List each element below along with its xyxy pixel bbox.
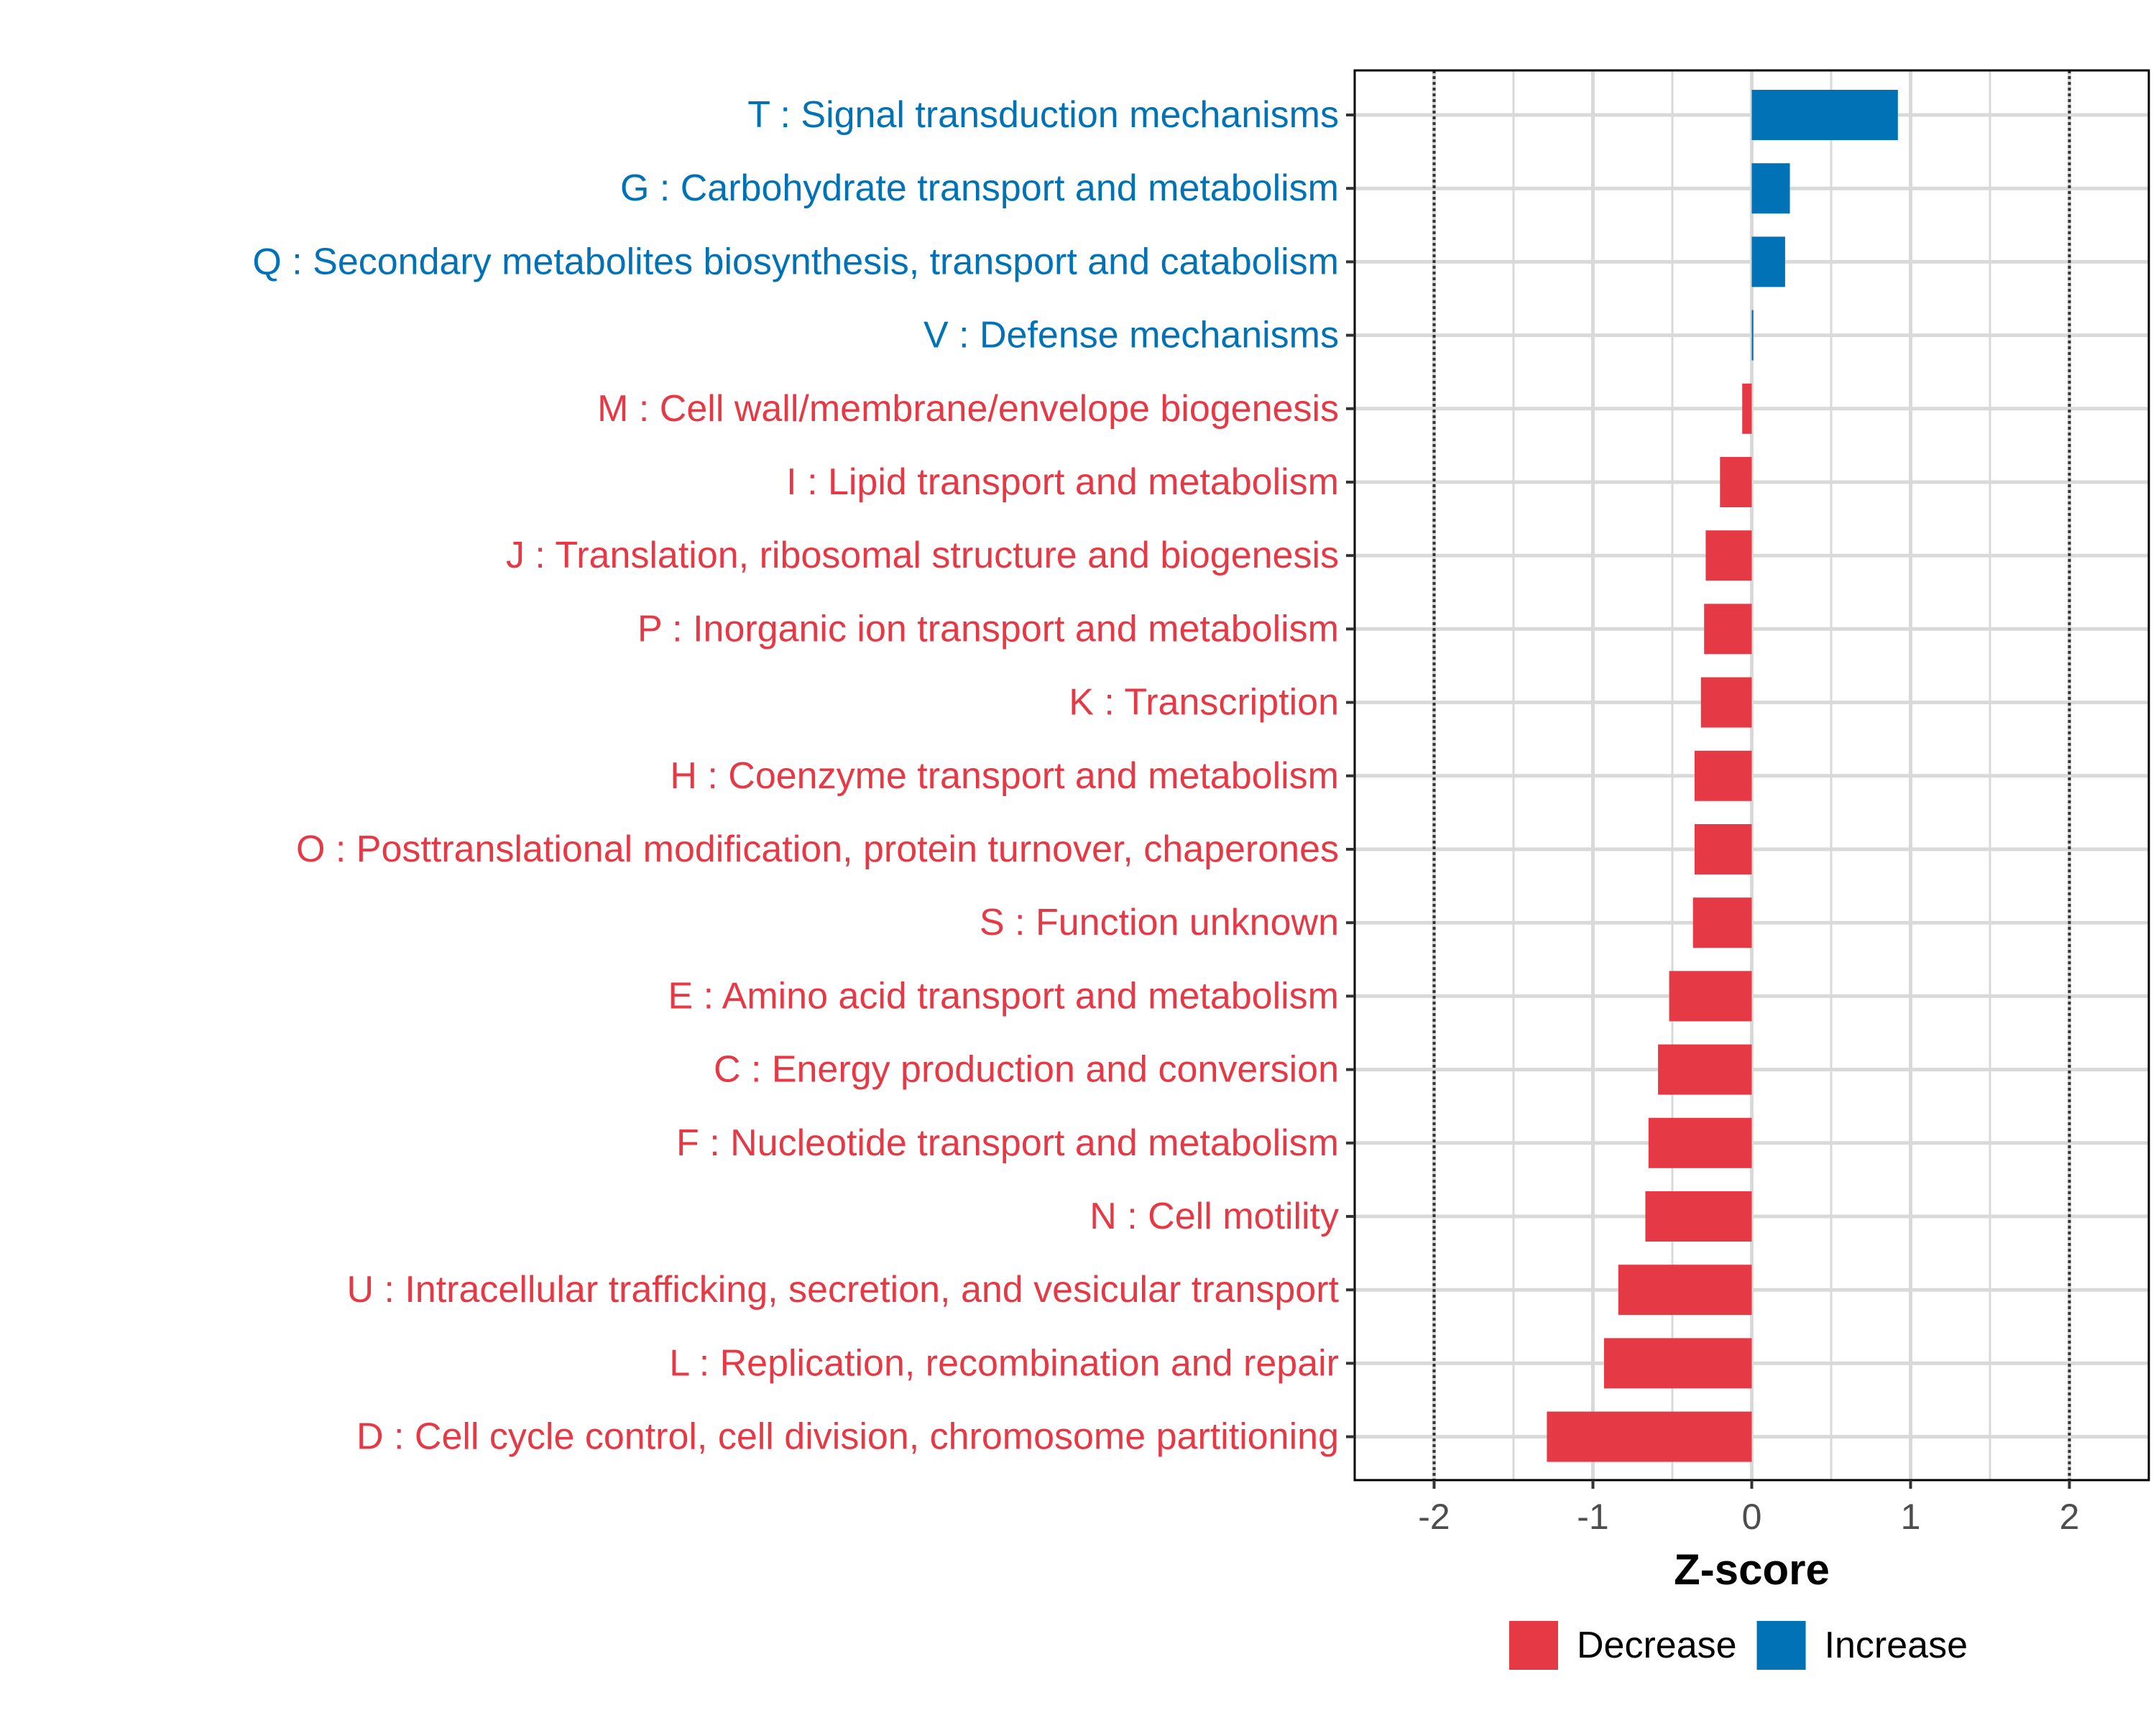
bar [1692, 897, 1752, 948]
x-tick-label: 1 [1901, 1497, 1921, 1537]
x-tick-label: -2 [1418, 1497, 1450, 1537]
bar [1705, 530, 1752, 581]
category-label: V : Defense mechanisms [923, 315, 1339, 356]
category-label: E : Amino acid transport and metabolism [668, 975, 1339, 1017]
category-label: P : Inorganic ion transport and metaboli… [637, 608, 1339, 650]
category-label: K : Transcription [1069, 682, 1339, 724]
bar [1700, 677, 1752, 728]
x-tick-label: -1 [1577, 1497, 1608, 1537]
legend-label: Increase [1825, 1625, 1968, 1666]
bar [1751, 90, 1898, 140]
category-label: S : Function unknown [980, 902, 1339, 943]
bar [1751, 310, 1754, 361]
category-label: L : Replication, recombination and repai… [669, 1342, 1339, 1384]
bar [1648, 1117, 1752, 1168]
bar [1694, 750, 1752, 801]
category-label: H : Coenzyme transport and metabolism [670, 755, 1339, 797]
x-tick-label: 0 [1742, 1497, 1762, 1537]
category-label: G : Carbohydrate transport and metabolis… [620, 167, 1339, 209]
legend: Decrease Increase [1509, 1621, 1968, 1670]
category-label: T : Signal transduction mechanisms [747, 94, 1339, 136]
bar [1645, 1191, 1752, 1242]
category-label: I : Lipid transport and metabolism [786, 461, 1339, 503]
category-label: D : Cell cycle control, cell division, c… [356, 1416, 1339, 1458]
bar [1742, 383, 1752, 434]
x-axis-title: Z-score [1674, 1546, 1830, 1594]
x-tick-label: 2 [2060, 1497, 2080, 1537]
bar [1669, 971, 1752, 1022]
x-axis-ticks: -2 -1 0 1 2 [1418, 1480, 2079, 1537]
legend-label: Decrease [1577, 1625, 1737, 1666]
category-label: J : Translation, ribosomal structure and… [506, 535, 1339, 576]
category-label: O : Posttranslational modification, prot… [296, 828, 1339, 870]
category-label: C : Energy production and conversion [714, 1049, 1339, 1091]
bars [1547, 90, 1898, 1462]
legend-key [1756, 1621, 1806, 1670]
reference-lines [1432, 70, 2071, 1480]
bar [1720, 457, 1752, 507]
y-axis-labels: T : Signal transduction mechanisms G : Ca… [252, 94, 1339, 1458]
category-label: F : Nucleotide transport and metabolism [676, 1122, 1339, 1164]
category-label: U : Intracellular trafficking, secretion… [346, 1269, 1339, 1311]
bar [1751, 163, 1790, 214]
bar [1603, 1338, 1752, 1389]
bar [1618, 1265, 1752, 1316]
bar [1704, 604, 1752, 655]
legend-key [1509, 1621, 1558, 1670]
bar [1547, 1411, 1752, 1462]
y-axis-ticks [1346, 114, 1355, 1438]
category-label: Q : Secondary metabolites biosynthesis, … [252, 241, 1339, 282]
category-label: M : Cell wall/membrane/envelope biogenes… [597, 388, 1339, 430]
bar [1658, 1044, 1752, 1095]
bar [1751, 236, 1785, 287]
category-label: N : Cell motility [1089, 1196, 1339, 1237]
bar [1694, 824, 1752, 874]
